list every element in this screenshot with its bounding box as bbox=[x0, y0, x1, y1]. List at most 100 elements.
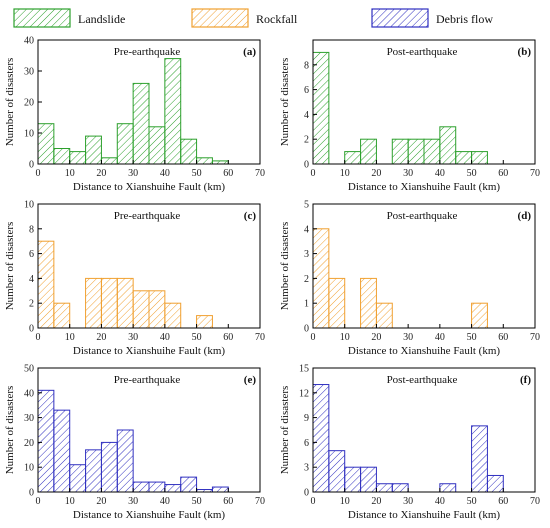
chart-panel-e: 0 10 20 30 40 50 60 70 0 10 20 30 40 50 Distance to Xi… bbox=[0, 362, 275, 526]
legend-swatch bbox=[371, 8, 429, 28]
y-tick-label: 10 bbox=[24, 463, 34, 474]
panel-title: Pre-earthquake bbox=[114, 210, 181, 222]
x-tick-label: 10 bbox=[65, 496, 75, 507]
bar bbox=[312, 384, 330, 493]
chart-f-svg: 0 10 20 30 40 50 60 70 0 3 6 9 12 15 Distance to Xians… bbox=[279, 364, 540, 522]
bar bbox=[116, 123, 134, 165]
x-tick-label: 30 bbox=[403, 168, 413, 179]
y-axis-title: Number of disasters bbox=[4, 222, 16, 311]
chart-a-svg: 0 10 20 30 40 50 60 70 0 10 20 30 40 Distance to Xian… bbox=[4, 36, 265, 194]
x-tick-label: 70 bbox=[255, 496, 265, 507]
chart-e-svg: 0 10 20 30 40 50 60 70 0 10 20 30 40 50 Distance to Xi… bbox=[4, 364, 265, 522]
chart-panel-d: 0 10 20 30 40 50 60 70 0 1 2 3 4 5 Distance to Xianshu… bbox=[275, 198, 550, 362]
x-tick-label: 70 bbox=[530, 168, 540, 179]
y-tick-label: 30 bbox=[24, 67, 34, 78]
y-tick-label: 4 bbox=[29, 274, 34, 285]
plot-frame bbox=[312, 203, 536, 329]
x-tick-label: 20 bbox=[371, 496, 381, 507]
x-axis-title: Distance to Xianshuihe Fault (km) bbox=[73, 509, 225, 521]
y-tick-label: 0 bbox=[304, 324, 309, 335]
y-tick-label: 6 bbox=[29, 249, 34, 260]
bar bbox=[328, 277, 346, 329]
bar bbox=[53, 409, 71, 493]
x-tick-label: 10 bbox=[340, 168, 350, 179]
y-tick-label: 4 bbox=[304, 110, 309, 121]
bar bbox=[132, 82, 150, 165]
bar bbox=[100, 157, 118, 165]
y-tick-label: 40 bbox=[24, 36, 34, 47]
legend-swatch bbox=[191, 8, 249, 28]
bar bbox=[180, 138, 198, 165]
chart-d-svg: 0 10 20 30 40 50 60 70 0 1 2 3 4 5 Distance to Xianshu… bbox=[279, 200, 540, 358]
bar bbox=[407, 138, 425, 165]
y-tick-label: 0 bbox=[304, 160, 309, 171]
bar bbox=[328, 450, 346, 493]
y-axis-title: Number of disasters bbox=[279, 222, 291, 311]
x-tick-label: 70 bbox=[530, 496, 540, 507]
panel-tag: (b) bbox=[518, 46, 532, 58]
bar bbox=[375, 302, 393, 329]
y-tick-label: 6 bbox=[304, 438, 309, 449]
legend-label: Rockfall bbox=[256, 12, 298, 26]
y-tick-label: 3 bbox=[304, 463, 309, 474]
x-tick-label: 40 bbox=[160, 332, 170, 343]
bar bbox=[471, 302, 488, 329]
plot-frame bbox=[37, 203, 261, 329]
x-tick-label: 30 bbox=[128, 168, 138, 179]
y-tick-label: 30 bbox=[24, 413, 34, 424]
x-tick-label: 0 bbox=[311, 332, 316, 343]
panel-title: Pre-earthquake bbox=[114, 46, 181, 58]
x-tick-label: 0 bbox=[36, 496, 41, 507]
bar bbox=[148, 481, 166, 493]
bar bbox=[180, 476, 198, 493]
bar bbox=[211, 486, 229, 493]
bar bbox=[391, 483, 409, 493]
bar bbox=[439, 126, 457, 165]
y-tick-label: 2 bbox=[304, 135, 309, 146]
x-tick-label: 20 bbox=[371, 332, 381, 343]
x-tick-label: 30 bbox=[403, 496, 413, 507]
y-tick-label: 8 bbox=[29, 224, 34, 235]
bar bbox=[360, 466, 377, 493]
x-tick-label: 50 bbox=[192, 168, 202, 179]
x-tick-label: 60 bbox=[223, 496, 233, 507]
panel-tag: (d) bbox=[518, 210, 532, 222]
y-axis-title: Number of disasters bbox=[279, 58, 291, 147]
bar bbox=[164, 484, 182, 493]
x-tick-label: 50 bbox=[467, 332, 477, 343]
bar bbox=[423, 138, 441, 165]
x-tick-label: 60 bbox=[223, 168, 233, 179]
chart-panel-a: 0 10 20 30 40 50 60 70 0 10 20 30 40 Distance to Xian… bbox=[0, 34, 275, 198]
bar bbox=[37, 123, 55, 165]
y-axis-title: Number of disasters bbox=[4, 58, 16, 147]
panel-title: Pre-earthquake bbox=[114, 374, 181, 386]
x-tick-label: 0 bbox=[36, 168, 41, 179]
legend-label: Landslide bbox=[78, 12, 125, 26]
bar bbox=[53, 148, 71, 165]
chart-panel-c: 0 10 20 30 40 50 60 70 0 2 4 6 8 10 Distance to Xiansh… bbox=[0, 198, 275, 362]
panel-title: Post-earthquake bbox=[387, 374, 458, 386]
y-tick-label: 2 bbox=[304, 274, 309, 285]
chart-panel-b: 0 10 20 30 40 50 60 70 0 2 4 6 8 Distance to Xianshui… bbox=[275, 34, 550, 198]
bar bbox=[360, 138, 377, 165]
bar bbox=[100, 277, 118, 329]
bar bbox=[37, 389, 55, 493]
y-tick-label: 10 bbox=[24, 200, 34, 211]
x-tick-label: 70 bbox=[255, 332, 265, 343]
panel-title: Post-earthquake bbox=[387, 46, 458, 58]
x-tick-label: 20 bbox=[96, 168, 106, 179]
x-tick-label: 10 bbox=[65, 168, 75, 179]
y-tick-label: 6 bbox=[304, 85, 309, 96]
x-tick-label: 50 bbox=[467, 496, 477, 507]
x-axis-title: Distance to Xianshuihe Fault (km) bbox=[348, 509, 500, 521]
bar bbox=[196, 157, 213, 165]
y-tick-label: 12 bbox=[299, 388, 309, 399]
panel-tag: (c) bbox=[244, 210, 257, 222]
bar bbox=[85, 277, 102, 329]
bar bbox=[471, 151, 488, 165]
chart-b-svg: 0 10 20 30 40 50 60 70 0 2 4 6 8 Distance to Xianshui… bbox=[279, 39, 540, 193]
bar bbox=[37, 240, 55, 329]
x-tick-label: 20 bbox=[96, 496, 106, 507]
y-tick-label: 1 bbox=[304, 299, 309, 310]
x-tick-label: 20 bbox=[96, 332, 106, 343]
